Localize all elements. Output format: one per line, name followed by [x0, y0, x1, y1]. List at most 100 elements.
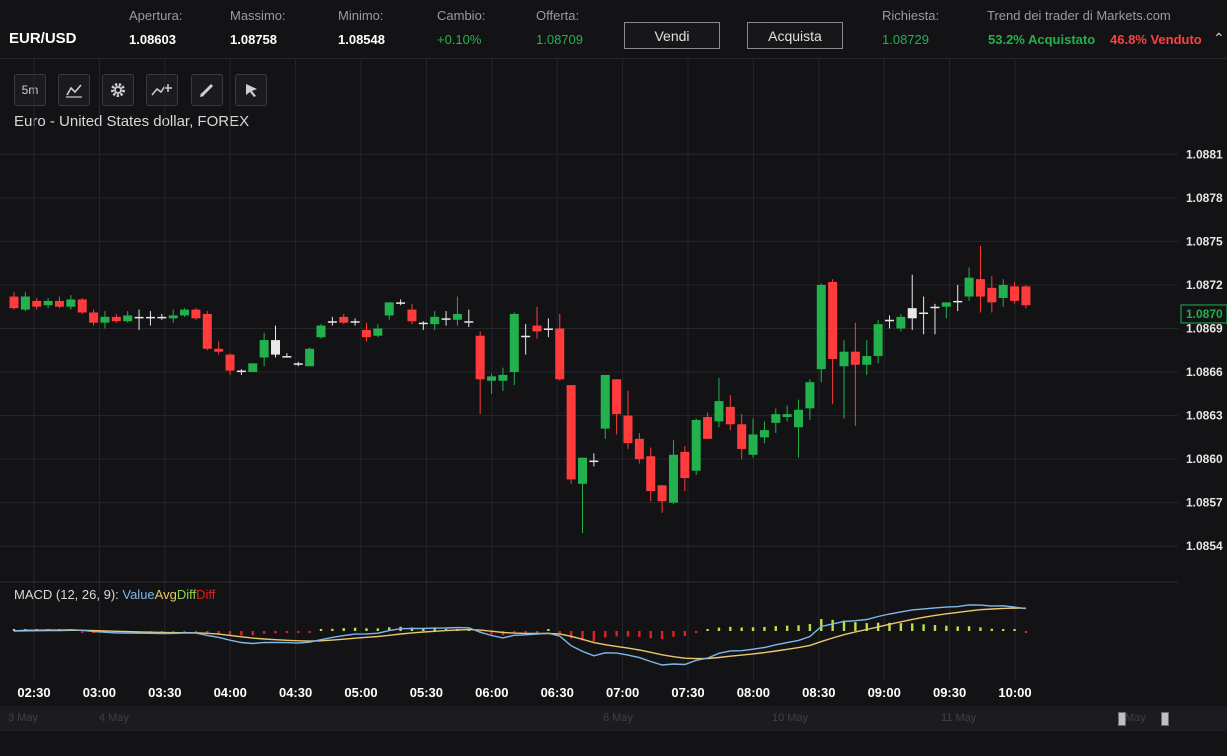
gear-icon [111, 83, 125, 97]
time-navigator[interactable]: 3 May 4 May 6 May 10 May 11 May May [0, 706, 1227, 730]
candle-body [930, 306, 940, 309]
pointer-button[interactable] [235, 74, 267, 106]
price-tick-label: 1.0863 [1186, 409, 1223, 423]
macd-diff-bar [228, 631, 232, 635]
macd-diff-bar [251, 631, 254, 636]
symbol-label: EUR/USD [9, 30, 77, 47]
macd-diff-bar [933, 625, 937, 631]
candle-body [805, 382, 815, 409]
macd-avg-label: Avg [154, 587, 177, 602]
candle-body [271, 340, 281, 355]
candle-body [589, 460, 599, 463]
macd-diff-bar [604, 631, 607, 638]
time-tick-label: 09:00 [868, 685, 901, 700]
macd-diff-label: Diff [176, 587, 197, 602]
time-tick-label: 05:30 [410, 685, 443, 700]
price-tick-label: 1.0860 [1186, 452, 1223, 466]
macd-diff-bar [990, 628, 994, 631]
high-label: Massimo: [230, 8, 286, 23]
indicators-button[interactable] [146, 74, 178, 106]
candle-body [521, 335, 531, 338]
candle-body [54, 300, 64, 307]
line-chart-icon [66, 84, 82, 98]
footer-bar [0, 730, 1227, 756]
macd-diff-bar [842, 620, 846, 631]
candle-body [532, 325, 542, 332]
buy-button[interactable]: Acquista [747, 22, 843, 49]
macd-diff-bar [410, 627, 414, 631]
candle-body [941, 302, 951, 307]
time-tick-label: 06:00 [475, 685, 508, 700]
candle-body [464, 321, 474, 323]
candle-body [907, 308, 917, 319]
trader-trend-buy: 53.2% Acquistato [988, 32, 1096, 47]
navigator-label: 11 May [941, 712, 977, 724]
navigator-left-handle[interactable] [1118, 712, 1126, 726]
candle-body [43, 300, 53, 306]
macd-diff-bar [774, 626, 777, 631]
candle-body [873, 324, 883, 357]
macd-diff-bar [740, 627, 743, 631]
interval-button[interactable]: 5m [14, 74, 46, 106]
macd-diff-bar [626, 631, 630, 637]
candle-body [32, 300, 42, 307]
ask-value: 1.08729 [882, 32, 929, 47]
macd-diff-bar [376, 628, 380, 631]
change-value: +0.10% [437, 32, 482, 47]
candle-body [214, 348, 224, 352]
macd-diff-bar [433, 628, 436, 631]
macd-diff-bar [717, 627, 721, 631]
price-chart[interactable]: 1.0881 1.0878 1.0875 1.0872 1.0869 1.0866 1.08… [0, 58, 1227, 706]
macd-diff-bar [831, 619, 834, 631]
quote-header: EUR/USD Apertura: 1.08603 Massimo: 1.087… [0, 0, 1227, 59]
sell-button[interactable]: Vendi [624, 22, 720, 49]
macd-diff-bar [638, 631, 641, 638]
macd-diff-bar [751, 627, 755, 631]
candle-body [157, 316, 167, 319]
time-tick-label: 04:00 [214, 685, 247, 700]
macd-diff-bar [922, 624, 925, 631]
candle-body [1021, 286, 1031, 306]
navigator-right-handle[interactable] [1161, 712, 1169, 726]
draw-button[interactable] [191, 74, 223, 106]
macd-diff-bar [353, 627, 357, 631]
candle-body [975, 279, 985, 297]
candle-body [168, 315, 178, 319]
candle-body [566, 385, 576, 480]
macd-value-label: Value [122, 587, 155, 602]
settings-button[interactable] [102, 74, 134, 106]
candle-body [225, 354, 235, 371]
navigator-label: 3 May [8, 712, 38, 724]
macd-diff-bar [888, 622, 891, 631]
candle-body [839, 351, 849, 367]
candle-body [725, 406, 735, 425]
candle-body [771, 414, 781, 423]
macd-diff-bar [297, 631, 300, 633]
candle-body [759, 430, 769, 438]
candle-body [953, 300, 963, 303]
macd-diff-bar [274, 631, 277, 634]
candle-body [327, 321, 337, 323]
candle-body [680, 451, 690, 478]
macd-diff-bar [262, 631, 266, 634]
time-tick-label: 04:30 [279, 685, 312, 700]
chevron-up-icon[interactable]: ⌃ [1213, 30, 1225, 46]
macd-diff-bar [285, 631, 289, 633]
chart-type-button[interactable] [58, 74, 90, 106]
candle-body [919, 312, 929, 315]
candle-body [850, 351, 860, 365]
candle-body [202, 313, 212, 349]
candle-body [964, 277, 974, 297]
macd-diff-bar [1001, 628, 1005, 631]
candle-body [361, 329, 371, 338]
macd-diff-bar [513, 631, 516, 633]
candle-body [998, 284, 1008, 298]
macd-diff-bar [569, 631, 573, 639]
candle-body [737, 424, 747, 449]
trader-trend-title: Trend dei trader di Markets.com [987, 8, 1171, 23]
candle-body [600, 374, 610, 429]
macd-diff-bar [1024, 631, 1028, 633]
navigator-label: 10 May [772, 712, 809, 724]
trader-trend-sell: 46.8% Venduto [1110, 32, 1202, 47]
candle-body [248, 363, 258, 373]
